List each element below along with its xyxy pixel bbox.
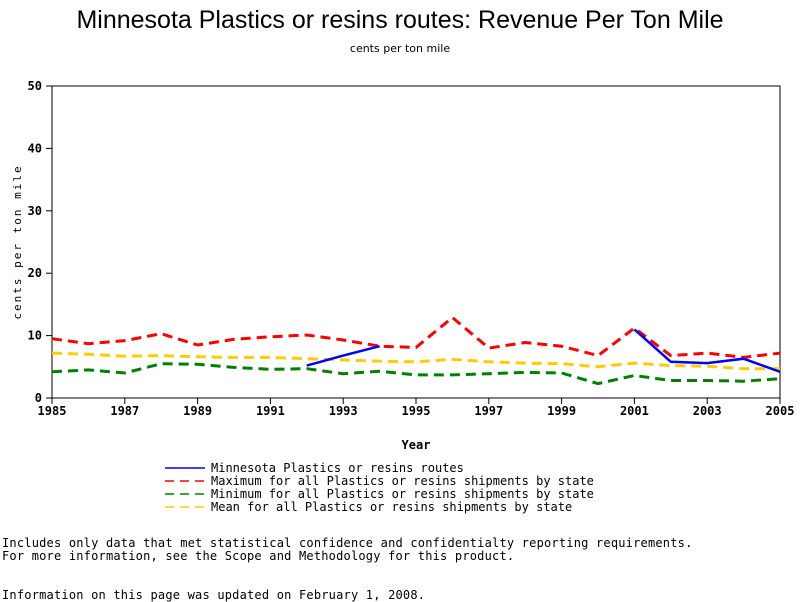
- footnote-confidence: Includes only data that met statistical …: [2, 536, 693, 550]
- y-tick-label: 20: [28, 266, 42, 280]
- x-tick-label: 2003: [693, 404, 722, 418]
- y-tick-label: 0: [35, 391, 42, 405]
- plot-frame: [51, 85, 781, 399]
- footnote-updated: Information on this page was updated on …: [2, 588, 426, 602]
- y-tick-label: 40: [28, 141, 42, 155]
- x-tick-label: 1985: [38, 404, 67, 418]
- y-axis: 0 10 20 30 40 50: [28, 79, 52, 405]
- x-tick-label: 1989: [183, 404, 212, 418]
- x-axis-label: Year: [402, 438, 431, 452]
- x-tick-label: 1995: [402, 404, 431, 418]
- legend-label-0: Minnesota Plastics or resins routes: [211, 461, 464, 475]
- x-tick-label: 2005: [766, 404, 795, 418]
- footnote-methodology: For more information, see the Scope and …: [2, 549, 515, 563]
- y-tick-label: 10: [28, 329, 42, 343]
- x-tick-label: 1987: [110, 404, 139, 418]
- y-tick-label: 50: [28, 79, 42, 93]
- series-line-0: [633, 328, 781, 373]
- legend: Minnesota Plastics or resins routesMaxim…: [165, 461, 594, 514]
- legend-label-1: Maximum for all Plastics or resins shipm…: [211, 474, 594, 488]
- x-axis: 1985 1987 1989 1991 1993 1995 1997 1999 2001 2003…: [38, 398, 795, 418]
- legend-label-2: Minimum for all Plastics or resins shipm…: [211, 487, 594, 501]
- y-tick-label: 30: [28, 204, 42, 218]
- chart-title: Minnesota Plastics or resins routes: Rev…: [76, 6, 724, 34]
- series-line-2: [51, 362, 781, 386]
- y-axis-label: cents per ton mile: [11, 164, 24, 319]
- x-tick-label: 1991: [256, 404, 285, 418]
- x-tick-label: 2001: [620, 404, 649, 418]
- series-line-3: [51, 351, 780, 371]
- series-layer: [51, 315, 781, 386]
- x-tick-label: 1997: [474, 404, 503, 418]
- legend-label-3: Mean for all Plastics or resins shipment…: [211, 500, 572, 514]
- series-line-1: [51, 315, 781, 359]
- x-tick-label: 1999: [547, 404, 576, 418]
- chart-subtitle: cents per ton mile: [349, 42, 451, 55]
- series-line-0: [306, 344, 380, 367]
- x-tick-label: 1993: [329, 404, 358, 418]
